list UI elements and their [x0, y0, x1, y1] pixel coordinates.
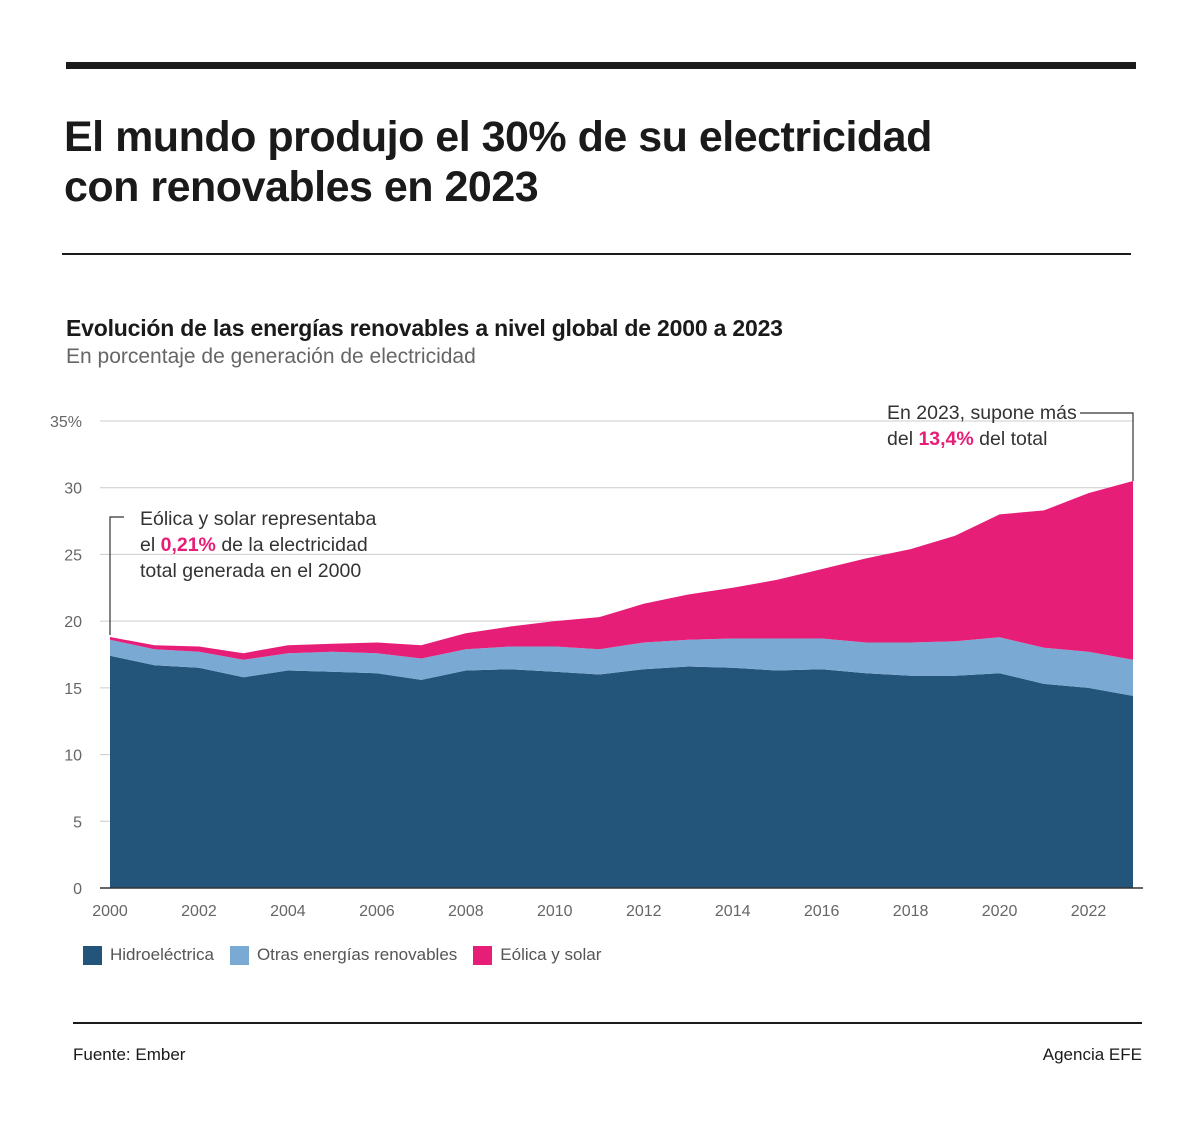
y-tick-label: 10: [64, 748, 82, 765]
x-tick-label: 2012: [626, 903, 662, 920]
legend-swatch-other: [229, 945, 249, 965]
annotation-2023: En 2023, supone más del 13,4% del total: [887, 400, 1087, 452]
y-tick-label: 15: [64, 681, 82, 698]
chart-subtitle: En porcentaje de generación de electrici…: [66, 345, 476, 368]
top-rule: [66, 62, 1136, 69]
x-tick-label: 2000: [92, 903, 128, 920]
x-tick-label: 2002: [181, 903, 217, 920]
x-tick-label: 2008: [448, 903, 484, 920]
y-tick-label: 20: [64, 614, 82, 631]
headline-line-1: El mundo produjo el 30% de su electricid…: [64, 113, 932, 161]
wind-solar-area: [110, 481, 1133, 660]
annotation-2000-line-3: total generada en el 2000: [140, 560, 362, 582]
annotation-2023-leader: [1080, 412, 1134, 482]
legend-label-hydro: Hidroeléctrica: [110, 945, 214, 964]
hydro-area: [110, 655, 1133, 888]
agency-credit: Agencia EFE: [1042, 1045, 1142, 1064]
annotation-2000-leader: [109, 516, 124, 636]
x-tick-label: 2018: [893, 903, 929, 920]
legend-label-other: Otras energías renovables: [256, 945, 458, 964]
y-tick-label: 35%: [50, 414, 82, 431]
source-note: Fuente: Ember: [73, 1045, 186, 1064]
x-tick-label: 2006: [359, 903, 395, 920]
legend-swatch-windsolar: [473, 945, 493, 965]
x-tick-label: 2020: [982, 903, 1018, 920]
headline-divider: [62, 253, 1131, 255]
y-tick-label: 5: [73, 814, 82, 831]
legend: Hidroeléctrica Otras energías renovables…: [83, 945, 617, 965]
annotation-2023-line-2: del 13,4% del total: [887, 426, 1087, 452]
annotation-2000-line-2: el 0,21% de la electricidad: [140, 532, 440, 558]
y-tick-label: 30: [64, 481, 82, 498]
annotation-2000-pre: el: [140, 534, 161, 556]
annotation-2000-value: 0,21%: [160, 534, 216, 556]
annotation-2000-line-1: Eólica y solar representaba: [140, 508, 377, 530]
x-tick-label: 2022: [1071, 903, 1107, 920]
x-tick-label: 2010: [537, 903, 573, 920]
annotation-2023-value: 13,4%: [918, 428, 974, 450]
annotation-2000-post: de la electricidad: [215, 534, 368, 556]
y-tick-label: 25: [64, 547, 82, 564]
legend-item-windsolar: Eólica y solar: [473, 945, 601, 965]
footer-divider: [73, 1022, 1142, 1024]
headline-line-2: con renovables en 2023: [64, 163, 539, 211]
headline: El mundo produjo el 30% de su electricid…: [64, 112, 1064, 212]
annotation-2023-line-1: En 2023, supone más: [887, 402, 1077, 424]
annotation-2023-pre: del: [887, 428, 919, 450]
legend-swatch-hydro: [83, 945, 102, 965]
legend-item-other: Otras energías renovables: [229, 945, 458, 965]
chart-title: Evolución de las energías renovables a n…: [66, 315, 783, 341]
legend-item-hydro: Hidroeléctrica: [83, 945, 214, 965]
x-tick-label: 2014: [715, 903, 751, 920]
legend-label-windsolar: Eólica y solar: [500, 945, 602, 964]
x-tick-label: 2004: [270, 903, 306, 920]
other-renewables-area: [110, 637, 1133, 696]
annotation-2023-post: del total: [973, 428, 1048, 450]
annotation-2000: Eólica y solar representaba el 0,21% de …: [140, 506, 440, 584]
y-tick-label: 0: [73, 881, 82, 898]
x-tick-label: 2016: [804, 903, 840, 920]
